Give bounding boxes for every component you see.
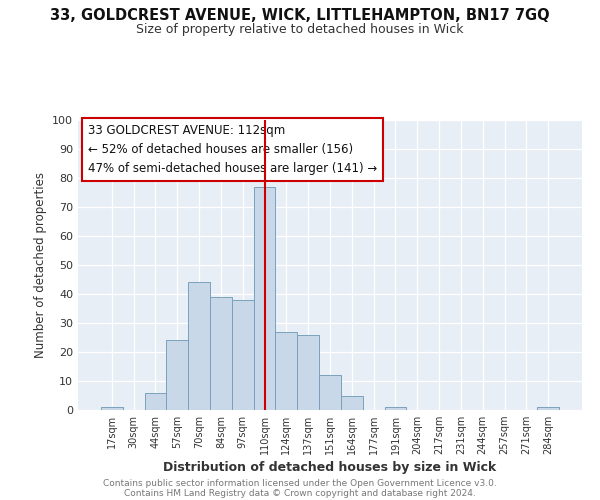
Bar — [297, 334, 319, 410]
Bar — [254, 186, 275, 410]
Bar — [341, 396, 363, 410]
Bar — [145, 392, 166, 410]
Bar — [101, 407, 123, 410]
Bar — [385, 407, 406, 410]
Bar — [275, 332, 297, 410]
Text: 33, GOLDCREST AVENUE, WICK, LITTLEHAMPTON, BN17 7GQ: 33, GOLDCREST AVENUE, WICK, LITTLEHAMPTO… — [50, 8, 550, 22]
Bar — [166, 340, 188, 410]
Bar — [210, 297, 232, 410]
Text: 33 GOLDCREST AVENUE: 112sqm
← 52% of detached houses are smaller (156)
47% of se: 33 GOLDCREST AVENUE: 112sqm ← 52% of det… — [88, 124, 377, 176]
Text: Size of property relative to detached houses in Wick: Size of property relative to detached ho… — [136, 22, 464, 36]
Y-axis label: Number of detached properties: Number of detached properties — [34, 172, 47, 358]
Bar — [537, 407, 559, 410]
Text: Contains public sector information licensed under the Open Government Licence v3: Contains public sector information licen… — [103, 478, 497, 488]
Bar — [188, 282, 210, 410]
Text: Contains HM Land Registry data © Crown copyright and database right 2024.: Contains HM Land Registry data © Crown c… — [124, 488, 476, 498]
Bar — [319, 375, 341, 410]
Bar — [232, 300, 254, 410]
X-axis label: Distribution of detached houses by size in Wick: Distribution of detached houses by size … — [163, 462, 497, 474]
